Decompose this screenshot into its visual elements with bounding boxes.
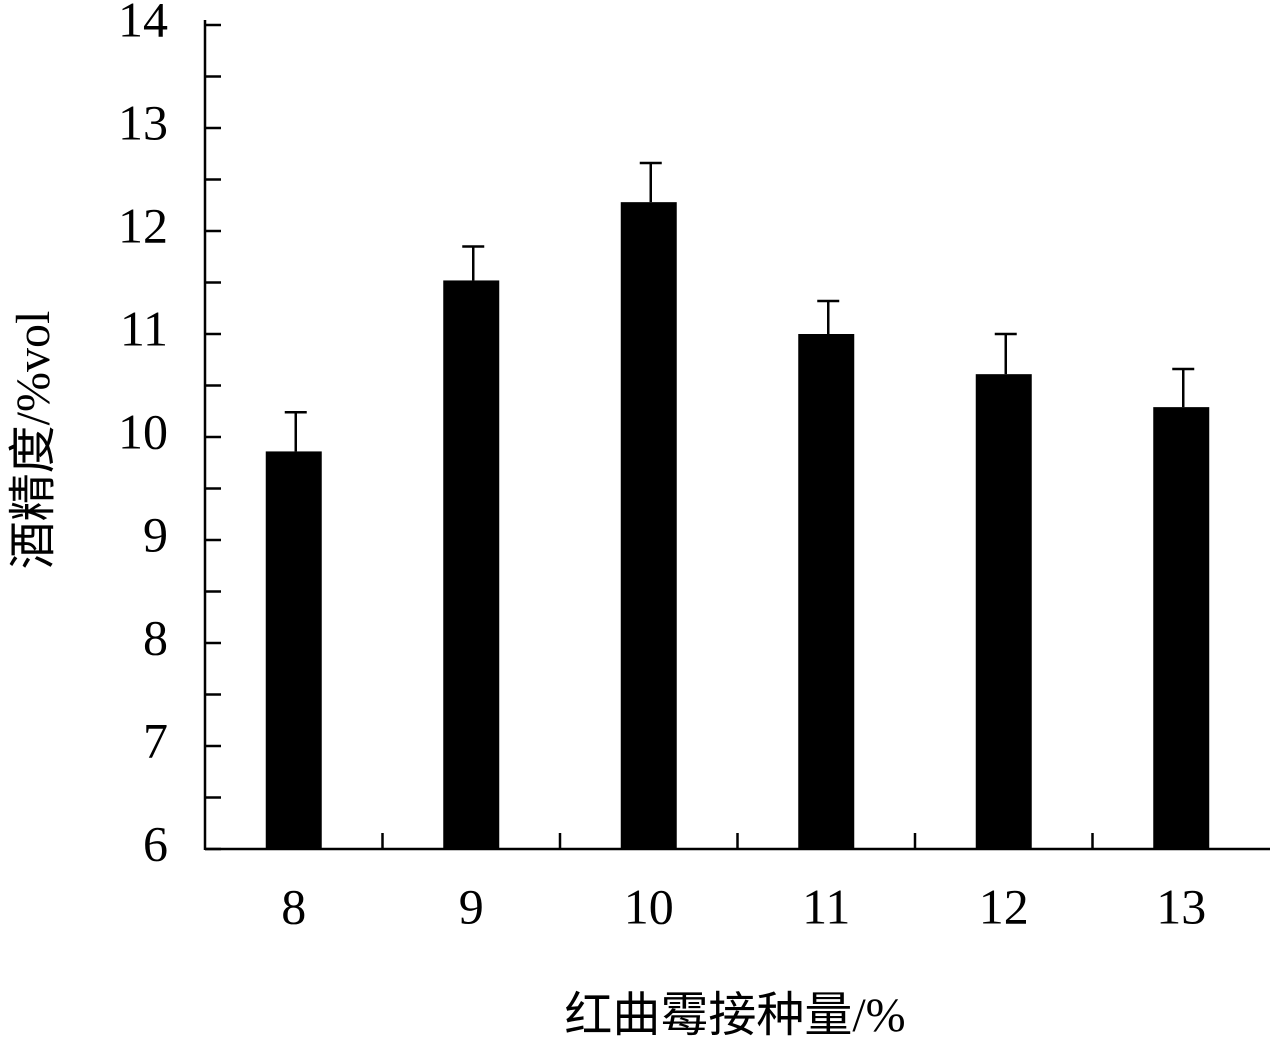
y-axis-title: 酒精度/%vol: [7, 311, 60, 570]
x-tick-label: 9: [459, 878, 484, 934]
bar: [798, 334, 855, 849]
y-tick-label: 9: [143, 506, 168, 562]
y-tick-label: 14: [118, 0, 168, 47]
x-tick-label: 13: [1156, 878, 1206, 934]
y-tick-label: 6: [143, 815, 168, 871]
x-tick-label: 11: [802, 878, 850, 934]
bar: [265, 451, 322, 849]
y-tick-label: 13: [118, 94, 168, 150]
bar: [975, 374, 1032, 849]
y-tick-label: 7: [143, 712, 168, 768]
x-tick-label: 12: [979, 878, 1029, 934]
bar: [620, 202, 677, 849]
y-tick-label: 11: [120, 300, 168, 356]
y-tick-label: 8: [143, 609, 168, 665]
x-tick-label: 10: [624, 878, 674, 934]
x-tick-label: 8: [281, 878, 306, 934]
x-axis-title: 红曲霉接种量/%: [564, 989, 905, 1042]
y-tick-label: 10: [118, 403, 168, 459]
bar: [1153, 407, 1210, 849]
y-tick-label: 12: [118, 197, 168, 253]
bar: [443, 280, 500, 849]
